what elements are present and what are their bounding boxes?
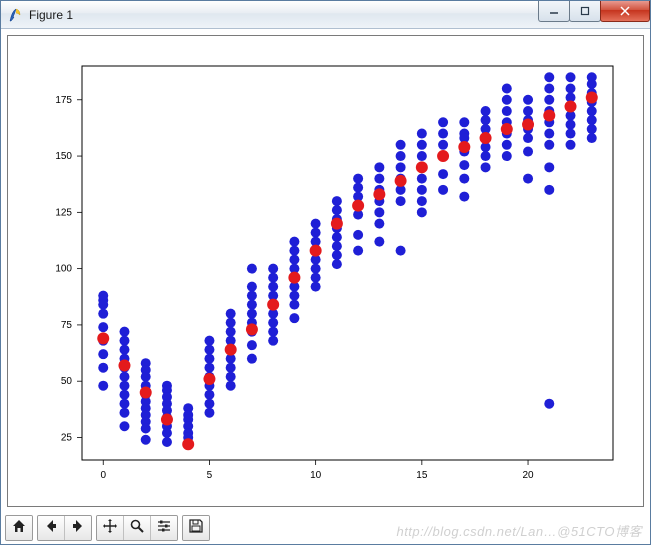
svg-text:75: 75 [61,320,73,331]
minimize-button[interactable] [538,1,570,22]
svg-text:50: 50 [61,376,73,387]
close-button[interactable] [600,1,650,22]
pan-button[interactable] [97,516,124,540]
svg-text:5: 5 [207,470,213,481]
svg-text:100: 100 [55,264,72,275]
arrow-left-icon [43,518,59,537]
sliders-icon [156,518,172,537]
back-button[interactable] [38,516,65,540]
svg-text:150: 150 [55,151,72,162]
svg-text:0: 0 [100,470,106,481]
tk-feather-icon [7,7,23,23]
maximize-button[interactable] [569,1,601,22]
figure-window: Figure 1 0 5 10 15 20 25 50 75 100 125 150 175 [0,0,651,545]
home-button[interactable] [6,516,32,540]
floppy-icon [188,518,204,537]
scatter-plot: 0 5 10 15 20 25 50 75 100 125 150 175 [8,36,643,506]
plot-frame: 0 5 10 15 20 25 50 75 100 125 150 175 [7,35,644,507]
svg-text:15: 15 [416,470,428,481]
svg-text:25: 25 [61,433,73,444]
home-icon [11,518,27,537]
svg-text:175: 175 [55,95,72,106]
forward-button[interactable] [65,516,91,540]
svg-text:125: 125 [55,207,72,218]
canvas-area: 0 5 10 15 20 25 50 75 100 125 150 175 [1,29,650,513]
move-icon [102,518,118,537]
matplotlib-toolbar: http://blog.csdn.net/Lan…@51CTO博客 [1,513,650,544]
svg-text:20: 20 [522,470,534,481]
titlebar[interactable]: Figure 1 [1,1,650,29]
window-controls [539,1,650,21]
configure-button[interactable] [151,516,177,540]
magnifier-icon [129,518,145,537]
arrow-right-icon [70,518,86,537]
zoom-button[interactable] [124,516,151,540]
save-button[interactable] [183,516,209,540]
watermark-text: http://blog.csdn.net/Lan…@51CTO博客 [396,521,642,540]
svg-text:10: 10 [310,470,322,481]
window-title: Figure 1 [29,8,73,22]
